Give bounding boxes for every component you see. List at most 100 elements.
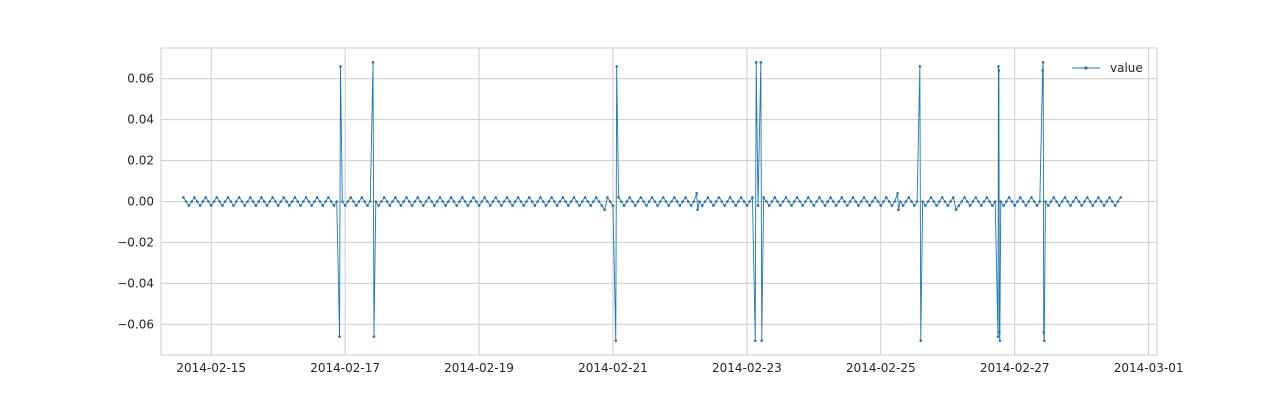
data-point (873, 196, 877, 199)
data-point (720, 200, 724, 203)
data-point (315, 196, 319, 199)
data-point (1005, 200, 1008, 203)
data-point (352, 200, 355, 203)
data-point (310, 204, 313, 207)
data-point (243, 204, 246, 207)
x-tick-label: 2014-02-25 (846, 361, 916, 375)
data-point (988, 200, 991, 203)
data-point (1072, 200, 1075, 203)
data-point (218, 200, 221, 203)
data-point (232, 204, 235, 207)
data-point (921, 200, 924, 203)
data-point (606, 196, 609, 199)
data-point (276, 204, 280, 207)
data-point (458, 200, 461, 203)
data-point (382, 196, 386, 199)
series-line-value (182, 61, 1122, 342)
data-point (731, 200, 735, 203)
data-point (628, 196, 632, 199)
data-point (760, 339, 764, 342)
data-point (608, 200, 612, 203)
data-point (380, 200, 383, 203)
data-point (1111, 200, 1114, 203)
data-point (1038, 200, 1042, 203)
data-point (692, 200, 696, 203)
data-point (419, 200, 422, 203)
data-point (455, 204, 459, 207)
data-point (237, 196, 241, 199)
x-tick-label: 2014-02-17 (310, 361, 380, 375)
data-point (508, 200, 512, 203)
data-point (1007, 196, 1011, 199)
data-point (829, 196, 832, 199)
data-point (248, 196, 252, 199)
data-point (999, 200, 1003, 203)
data-point (1069, 204, 1072, 207)
data-point (1085, 196, 1089, 199)
data-point (745, 204, 749, 207)
data-point (848, 200, 852, 203)
data-point (338, 335, 341, 338)
data-point (544, 204, 548, 207)
data-point (304, 196, 308, 199)
x-tick-label: 2014-02-15 (176, 361, 246, 375)
data-point (583, 196, 587, 199)
data-point (1046, 204, 1050, 207)
y-axis: −0.06 −0.04 −0.02 0.00 0.02 0.04 0.06 (117, 72, 154, 332)
data-point (221, 204, 224, 207)
data-point (1058, 204, 1061, 207)
data-point (876, 200, 880, 203)
data-point (1024, 204, 1028, 207)
data-point (862, 196, 866, 199)
data-point (580, 200, 584, 203)
data-point (957, 204, 961, 207)
data-point (449, 196, 453, 199)
y-tick-label: −0.06 (117, 317, 154, 331)
data-point (982, 200, 986, 203)
data-point (491, 200, 495, 203)
data-point (826, 200, 830, 203)
data-point (341, 200, 344, 203)
data-point (466, 204, 470, 207)
data-point (558, 200, 562, 203)
data-point (430, 200, 433, 203)
data-point (497, 200, 500, 203)
data-point (754, 61, 758, 64)
data-point (653, 200, 657, 203)
data-point (530, 200, 534, 203)
data-point (372, 335, 376, 338)
data-point (586, 200, 590, 203)
data-point (907, 196, 910, 199)
data-point (617, 196, 620, 199)
data-point (391, 200, 394, 203)
data-point (1080, 204, 1083, 207)
data-point (1119, 196, 1123, 199)
data-point (421, 204, 425, 207)
data-point (525, 200, 528, 203)
data-point (1063, 196, 1067, 199)
data-point (897, 208, 900, 211)
data-point (650, 196, 654, 199)
data-point (371, 61, 375, 64)
data-point (463, 200, 467, 203)
data-point (615, 65, 618, 68)
data-point (223, 200, 227, 203)
data-point (354, 204, 358, 207)
data-point (678, 204, 682, 207)
data-point (659, 200, 662, 203)
data-point (997, 65, 1000, 68)
x-tick-label: 2014-03-01 (1114, 361, 1184, 375)
data-point (919, 339, 923, 342)
data-point (997, 69, 1001, 72)
data-point (776, 200, 779, 203)
data-point (840, 196, 844, 199)
data-point (834, 204, 838, 207)
data-point (656, 204, 659, 207)
data-point (260, 196, 263, 199)
y-tick-label: 0.06 (127, 72, 154, 86)
data-point (998, 339, 1002, 342)
data-point (578, 204, 581, 207)
data-point (377, 204, 380, 207)
data-point (293, 196, 297, 199)
data-point (396, 200, 400, 203)
